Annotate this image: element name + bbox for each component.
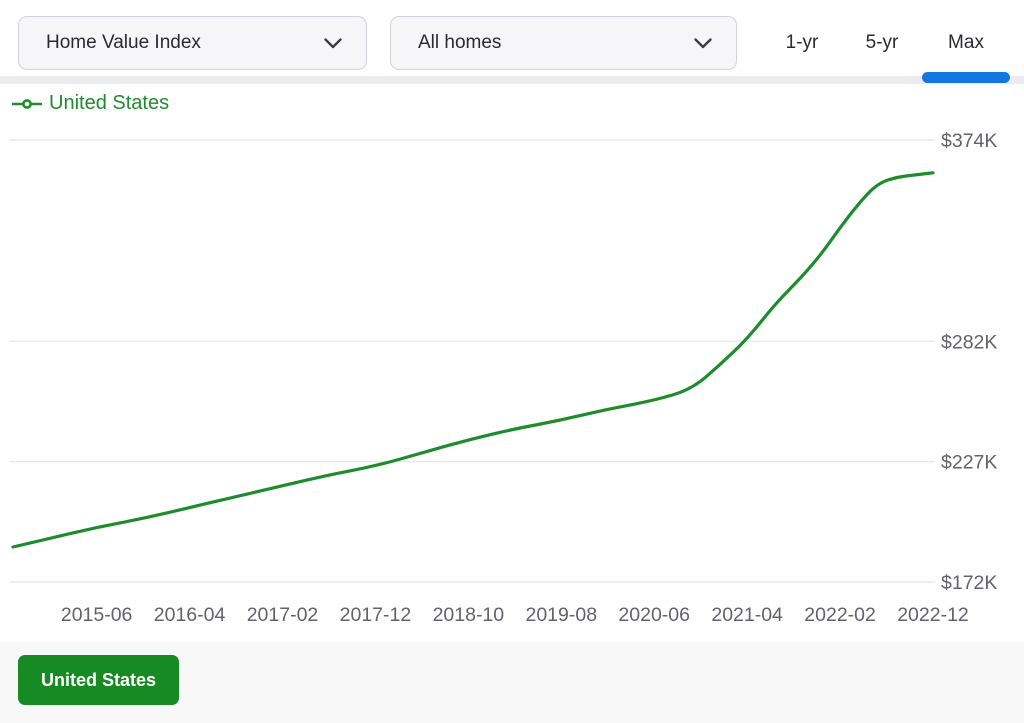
legend-label: United States — [49, 92, 170, 114]
region-chip-bar: United States — [0, 642, 1024, 723]
x-axis-tick-label: 2016-04 — [154, 604, 226, 626]
chart-canvas[interactable]: $374K $282K $227K $172K 2015-06 2016-04 2017-0… — [0, 0, 1024, 642]
x-axis-tick-label: 2020-06 — [618, 604, 690, 626]
chevron-down-icon — [324, 37, 342, 48]
metric-dropdown[interactable]: Home Value Index — [18, 16, 367, 70]
legend-line-marker-icon — [12, 98, 42, 109]
x-axis-tick-label: 2017-12 — [340, 604, 412, 626]
region-chip-united-states[interactable]: United States — [18, 655, 180, 705]
chevron-down-icon — [694, 37, 712, 48]
y-axis-tick-label: $282K — [941, 331, 997, 353]
x-axis-tick-label: 2018-10 — [433, 604, 505, 626]
x-axis-tick-label: 2021-04 — [711, 604, 783, 626]
y-axis-tick-label: $172K — [941, 572, 997, 594]
tab-5yr[interactable]: 5-yr — [850, 16, 914, 70]
tab-max[interactable]: Max — [922, 16, 1010, 70]
tab-1yr[interactable]: 1-yr — [770, 16, 834, 70]
x-axis-tick-label: 2019-08 — [525, 604, 597, 626]
series-line-united-states — [11, 171, 935, 549]
y-axis-tick-label: $374K — [941, 130, 997, 152]
y-axis-tick-label: $227K — [941, 452, 997, 474]
tab-underline-track — [0, 76, 1024, 84]
active-tab-indicator — [922, 72, 1010, 83]
x-axis-tick-label: 2017-02 — [247, 604, 319, 626]
x-axis-tick-label: 2015-06 — [61, 604, 133, 626]
home-type-dropdown[interactable]: All homes — [390, 16, 737, 70]
metric-dropdown-value: Home Value Index — [46, 32, 201, 53]
home-type-dropdown-value: All homes — [418, 32, 502, 53]
legend: United States — [12, 92, 169, 115]
x-axis-tick-label: 2022-02 — [804, 604, 876, 626]
x-axis-tick-label: 2022-12 — [897, 604, 969, 626]
